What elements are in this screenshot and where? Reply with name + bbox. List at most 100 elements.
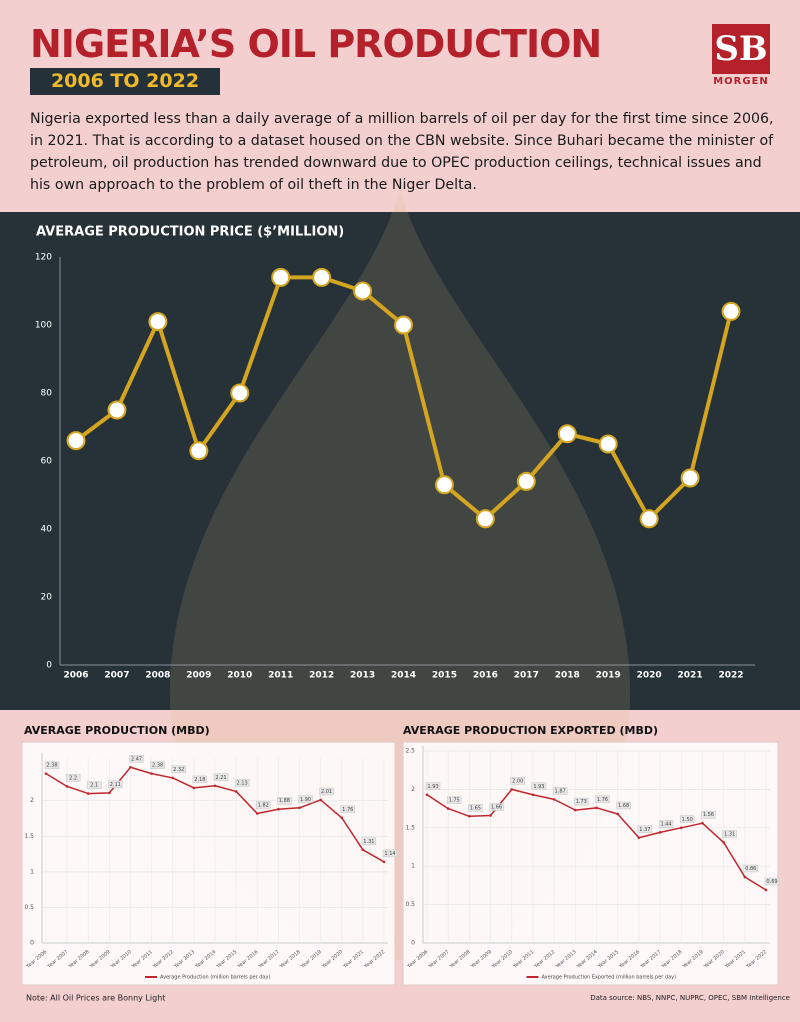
value-label: 1.93 (427, 784, 438, 790)
value-label-bg (552, 787, 568, 795)
x-tick-label: 2008 (145, 671, 170, 681)
y-tick-label: 1 (30, 868, 34, 875)
value-label: 0.86 (745, 866, 756, 872)
x-tick-label: 2020 (637, 671, 662, 681)
value-label: 2.13 (237, 780, 248, 786)
note: Note: All Oil Prices are Bonny Light (26, 994, 165, 1003)
y-tick-label: 20 (41, 593, 53, 603)
point (637, 836, 641, 840)
value-label: 1.14 (384, 851, 395, 857)
point (271, 267, 291, 287)
point (353, 281, 373, 301)
value-label: 1.56 (703, 812, 714, 818)
point (721, 301, 741, 321)
point (434, 475, 454, 495)
x-tick-label: 2017 (514, 671, 539, 681)
point (743, 875, 747, 879)
value-label-bg (234, 779, 250, 787)
y-tick-label: 0.5 (405, 901, 415, 908)
value-label: 2.1 (90, 783, 98, 789)
value-label: 1.90 (300, 797, 311, 803)
value-label-bg (446, 796, 462, 804)
x-tick-label: 2006 (63, 671, 88, 681)
value-label-bg (722, 830, 737, 838)
point (595, 806, 598, 810)
value-label-bg (616, 801, 631, 810)
y-tick-label: 1.5 (405, 824, 415, 831)
value-label: 0.69 (766, 879, 777, 885)
point (298, 806, 301, 810)
y-tick-label: 2 (30, 797, 34, 804)
value-label: 2.21 (215, 775, 226, 781)
point (489, 814, 492, 817)
point (86, 792, 90, 795)
chart-title: AVERAGE PRODUCTION PRICE ($’MILLION) (36, 225, 344, 240)
point (679, 826, 683, 830)
value-label-bg (150, 761, 165, 769)
value-label: 1.31 (724, 831, 735, 837)
point (446, 807, 450, 810)
value-label: 1.50 (682, 817, 693, 823)
panel (21, 741, 396, 986)
value-label: 1.44 (660, 821, 671, 827)
point (277, 807, 280, 811)
panel (402, 741, 779, 986)
value-label: 1.31 (363, 839, 374, 845)
x-tick-label: 2012 (309, 671, 334, 681)
logo: SB (712, 24, 770, 74)
point (361, 848, 365, 852)
point (510, 788, 514, 791)
y-tick-label: 120 (35, 253, 52, 263)
x-tick-label: 2022 (718, 671, 743, 681)
y-tick-label: 0 (46, 661, 52, 671)
value-label-bg (701, 810, 716, 819)
value-label-bg (680, 815, 695, 823)
x-tick-label: 2013 (350, 671, 375, 681)
x-tick-label: 2014 (391, 671, 416, 681)
y-tick-label: 1 (411, 863, 415, 870)
point (319, 798, 322, 802)
x-tick-label: 2019 (596, 671, 621, 681)
x-tick-label: 2016 (473, 671, 498, 681)
point (574, 808, 577, 812)
y-tick-label: 1.5 (24, 833, 34, 840)
point (658, 831, 662, 834)
x-tick-label: 2018 (555, 671, 580, 681)
value-label-bg (489, 803, 504, 811)
value-label-bg (468, 804, 483, 812)
point (150, 772, 153, 775)
value-label: 2.47 (131, 756, 142, 762)
point (616, 812, 619, 816)
value-label-bg (65, 774, 81, 782)
value-label-bg (743, 864, 759, 873)
value-label: 1.87 (555, 788, 566, 794)
point (764, 888, 768, 892)
point (340, 816, 344, 820)
value-label: 1.93 (533, 784, 544, 790)
value-label-bg (764, 877, 780, 886)
value-label: 1.76 (342, 807, 353, 813)
value-label-bg (595, 795, 610, 804)
logo-caption: MORGEN (713, 76, 769, 87)
value-label: 2.38 (46, 763, 57, 769)
value-label-bg (298, 795, 313, 804)
value-label: 2.00 (512, 778, 523, 784)
chart-title: AVERAGE PRODUCTION (MBD) (24, 724, 210, 737)
point (107, 400, 127, 420)
value-label: 1.73 (576, 799, 587, 805)
value-label: 1.65 (470, 805, 481, 811)
dark-panel (0, 212, 800, 710)
value-label-bg (192, 775, 208, 784)
legend-label: Average Production (million barrels per … (160, 975, 270, 981)
y-tick-label: 0 (411, 940, 415, 947)
value-label: 2.2 (69, 775, 77, 781)
point (552, 798, 556, 801)
x-tick-label: 2010 (227, 671, 252, 681)
x-tick-label: 2007 (104, 671, 129, 681)
point (108, 791, 111, 795)
y-tick-label: 100 (35, 321, 52, 331)
point (382, 860, 386, 864)
point (65, 785, 69, 788)
